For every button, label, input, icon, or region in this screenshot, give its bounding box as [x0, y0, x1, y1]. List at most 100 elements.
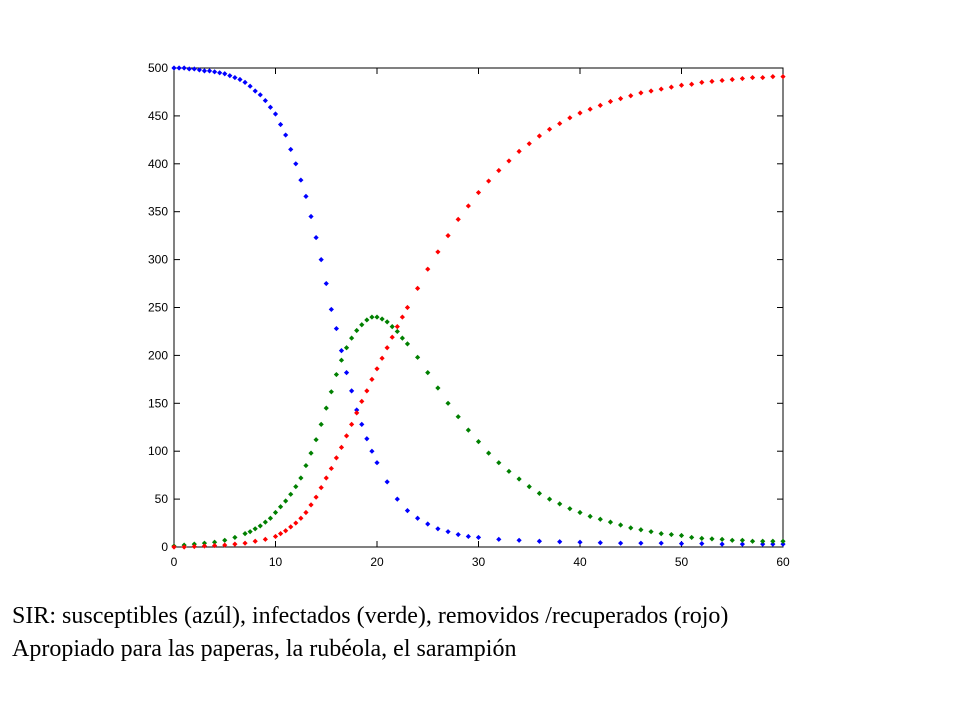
data-point — [257, 92, 263, 98]
data-point — [709, 78, 715, 85]
data-point — [719, 536, 725, 542]
data-point — [516, 537, 522, 543]
data-point — [760, 541, 766, 547]
y-tick-label: 300 — [148, 253, 168, 267]
data-point — [506, 158, 512, 164]
data-point — [526, 484, 532, 490]
caption-line-2: Apropiado para las paperas, la rubéola, … — [12, 636, 517, 662]
data-point — [618, 96, 624, 102]
data-point — [749, 538, 756, 544]
data-point — [374, 460, 380, 466]
data-point — [749, 74, 756, 81]
data-point — [288, 491, 294, 497]
data-point — [648, 529, 654, 535]
data-point — [516, 148, 522, 154]
data-point — [242, 540, 248, 546]
data-point — [638, 540, 644, 546]
data-point — [526, 141, 532, 147]
data-point — [628, 93, 634, 99]
data-point — [374, 314, 380, 320]
data-point — [577, 110, 583, 116]
data-point — [496, 167, 502, 174]
data-point — [384, 319, 390, 325]
data-point — [557, 501, 563, 507]
y-tick-label: 450 — [148, 109, 168, 123]
data-point — [298, 475, 304, 481]
data-point — [338, 348, 345, 354]
data-point — [293, 520, 299, 526]
data-point — [176, 65, 182, 71]
data-point — [618, 522, 624, 528]
data-point — [333, 325, 339, 332]
data-point — [181, 65, 187, 71]
data-point — [577, 509, 583, 516]
y-tick-label: 0 — [161, 540, 168, 554]
data-point — [171, 544, 177, 550]
data-point — [364, 388, 370, 394]
data-point — [257, 523, 263, 529]
data-point — [206, 68, 213, 74]
data-point — [628, 525, 634, 531]
data-point — [247, 83, 253, 89]
data-point — [465, 533, 471, 540]
data-point — [196, 67, 202, 73]
data-point — [222, 71, 228, 77]
data-point — [607, 98, 614, 105]
data-point — [597, 102, 603, 108]
data-point — [455, 216, 461, 222]
data-point — [247, 529, 253, 535]
data-point — [328, 389, 334, 395]
data-point — [379, 316, 385, 322]
data-point — [567, 115, 573, 121]
y-tick-label: 250 — [148, 301, 168, 315]
data-point — [678, 541, 685, 547]
data-point — [293, 484, 299, 490]
data-point — [272, 533, 279, 540]
y-tick-label: 50 — [155, 492, 169, 506]
data-point — [201, 543, 208, 549]
data-point — [678, 82, 685, 88]
data-point — [354, 410, 360, 416]
data-point — [323, 475, 329, 481]
data-point — [222, 542, 228, 548]
data-point — [587, 513, 593, 519]
data-point — [288, 146, 294, 153]
data-point — [557, 539, 563, 545]
data-point — [404, 507, 411, 514]
data-point — [496, 536, 502, 542]
series-0 — [171, 65, 786, 547]
data-point — [262, 536, 268, 542]
data-point — [359, 322, 365, 328]
data-point — [496, 460, 502, 466]
data-point — [399, 335, 405, 341]
data-point — [359, 421, 365, 427]
data-point — [343, 370, 350, 376]
data-point — [338, 444, 345, 450]
data-point — [699, 79, 705, 85]
data-point — [343, 433, 350, 439]
data-point — [648, 88, 654, 94]
data-point — [318, 257, 324, 263]
data-point — [298, 177, 304, 183]
data-point — [404, 341, 411, 347]
data-point — [780, 538, 786, 544]
data-point — [536, 133, 542, 139]
data-point — [658, 530, 664, 537]
data-point — [597, 540, 603, 546]
data-point — [689, 534, 695, 541]
data-point — [222, 537, 228, 543]
data-point — [272, 509, 279, 516]
data-point — [364, 317, 370, 323]
x-tick-label: 20 — [370, 555, 384, 569]
data-point — [272, 111, 279, 117]
data-point — [739, 537, 745, 543]
series-2 — [171, 74, 786, 550]
data-point — [308, 502, 314, 508]
data-point — [217, 70, 223, 76]
data-point — [567, 506, 573, 512]
data-point — [770, 74, 776, 80]
sir-chart: 0 10 20 30 40 50 60 0 50 100 150 200 250 300 350 400 45… — [148, 61, 790, 569]
series-layer — [171, 65, 786, 550]
data-point — [323, 280, 329, 287]
data-point — [313, 437, 319, 443]
